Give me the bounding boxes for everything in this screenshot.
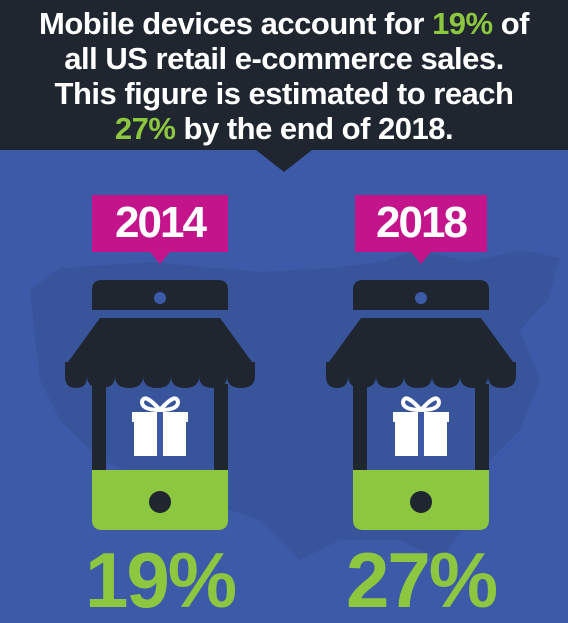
year-tag (355, 195, 487, 264)
text: by the end of 2018. (175, 111, 454, 146)
text: This figure is estimated to reach (54, 76, 514, 111)
headline-line: 27% by the end of 2018. (0, 111, 568, 146)
highlight: 19% (432, 6, 493, 41)
headline-line: all US retail e-commerce sales. (0, 41, 568, 76)
headline-line: Mobile devices account for 19% of (0, 6, 568, 41)
text: of (492, 6, 530, 41)
percent-label: 27% (345, 536, 498, 623)
highlight: 27% (114, 111, 176, 146)
year-label: 2018 (376, 198, 468, 247)
headline: Mobile devices account for 19% of all US… (0, 0, 568, 146)
headline-line: This figure is estimated to reach (0, 76, 568, 111)
year-label: 2014 (115, 198, 207, 247)
percent-label: 19% (84, 536, 237, 623)
header-band (0, 0, 568, 172)
text: all US retail e-commerce sales. (64, 41, 504, 76)
text: Mobile devices account for (39, 6, 433, 41)
year-tag (92, 195, 228, 264)
